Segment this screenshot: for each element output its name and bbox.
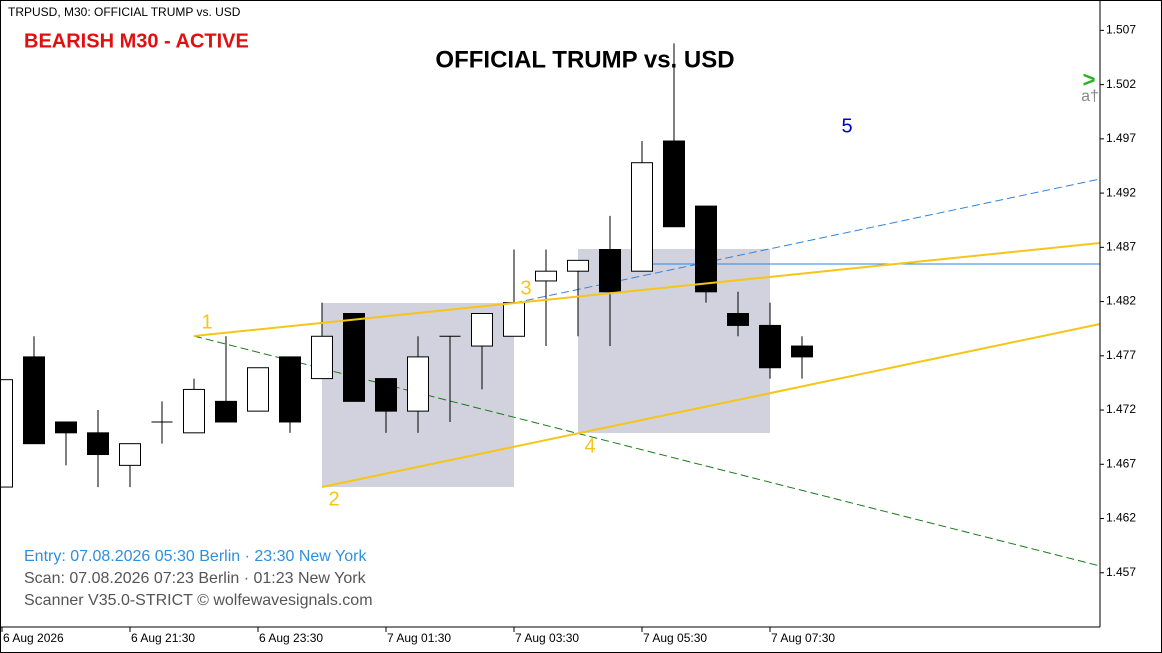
x-tick-label: 6 Aug 21:30 xyxy=(131,631,195,645)
y-tick-label: 1.482 xyxy=(1106,294,1136,308)
wave-label: 1 xyxy=(201,311,212,333)
y-tick-label: 1.487 xyxy=(1106,240,1136,254)
wave-label: 4 xyxy=(584,435,595,457)
wave-line xyxy=(321,323,1101,488)
y-tick-label: 1.502 xyxy=(1106,77,1136,91)
candle-body xyxy=(407,356,429,412)
wave-lines xyxy=(193,242,1101,488)
y-tick-label: 1.462 xyxy=(1106,511,1136,525)
info-scan: Scan: 07.08.2026 07:23 Berlin · 01:23 Ne… xyxy=(24,570,367,587)
candle-body xyxy=(567,259,589,272)
x-tick-label: 6 Aug 23:30 xyxy=(259,631,323,645)
y-tick-label: 1.457 xyxy=(1106,565,1136,579)
status: BEARISH M30 - ACTIVE xyxy=(24,30,249,52)
x-tick-label: 7 Aug 01:30 xyxy=(387,631,451,645)
candle-body xyxy=(87,432,109,456)
wave-label: 2 xyxy=(328,488,339,510)
candle-body xyxy=(279,356,301,423)
candle-body xyxy=(375,378,397,412)
candle-body xyxy=(183,388,205,434)
y-tick-label: 1.477 xyxy=(1106,348,1136,362)
y-tick-label: 1.467 xyxy=(1106,456,1136,470)
candle-body xyxy=(119,443,141,466)
candle-body xyxy=(599,248,621,293)
y-tick-label: 1.492 xyxy=(1106,185,1136,199)
candle-body xyxy=(311,335,333,380)
wave-line xyxy=(193,242,1101,337)
candle-body xyxy=(695,205,717,293)
candle-body xyxy=(247,367,269,412)
wave-label: 5 xyxy=(841,115,852,137)
candle-body xyxy=(631,162,653,272)
candle-body xyxy=(343,313,365,402)
candle-body xyxy=(759,324,781,369)
info-entry: Entry: 07.08.2026 05:30 Berlin · 23:30 N… xyxy=(24,548,367,565)
y-tick-label: 1.472 xyxy=(1106,402,1136,416)
signal-note: a† xyxy=(1081,88,1099,105)
y-tick-label: 1.497 xyxy=(1106,131,1136,145)
candle-body xyxy=(215,400,237,423)
candle-body xyxy=(23,356,45,445)
candle-body xyxy=(55,421,77,434)
candle-body xyxy=(727,313,749,326)
info-scanner: Scanner V35.0-STRICT © wolfewavesignals.… xyxy=(24,592,373,609)
chart-title: OFFICIAL TRUMP vs. USD xyxy=(435,46,734,73)
candle-body xyxy=(535,270,557,282)
signal-marker: > xyxy=(1083,67,1096,92)
header: TRPUSD, M30: OFFICIAL TRUMP vs. USD xyxy=(8,5,241,19)
candle-body xyxy=(471,313,493,347)
x-tick-label: 7 Aug 05:30 xyxy=(643,631,707,645)
candle-body xyxy=(791,345,813,358)
candles xyxy=(0,43,813,488)
wave-label: 3 xyxy=(520,277,531,299)
x-tick-label: 7 Aug 07:30 xyxy=(771,631,835,645)
candle-body xyxy=(503,302,525,337)
candle-body xyxy=(0,379,13,488)
x-tick-label: 7 Aug 03:30 xyxy=(515,631,579,645)
y-tick-label: 1.507 xyxy=(1106,23,1136,37)
candle-body xyxy=(663,140,685,228)
x-tick-label: 6 Aug 2026 xyxy=(3,631,64,645)
